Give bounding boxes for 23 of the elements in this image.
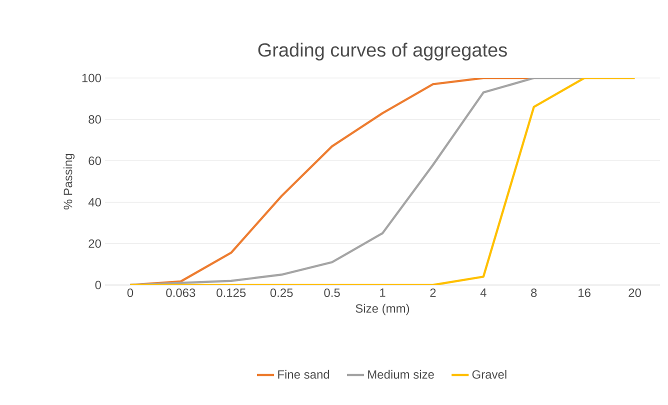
x-tick-label: 0.25: [270, 288, 293, 298]
legend-label: Medium size: [368, 370, 434, 379]
legend-label: Fine sand: [278, 370, 330, 379]
y-tick-label: 0: [95, 280, 102, 290]
y-tick-label: 20: [88, 239, 102, 248]
chart-title: Grading curves of aggregates: [258, 42, 507, 60]
y-tick-label: 100: [82, 74, 102, 82]
x-tick-label: 2: [430, 288, 436, 297]
y-axis-title: % Passing: [63, 154, 75, 210]
x-tick-label: 4: [480, 288, 486, 297]
y-tick-label: 80: [88, 115, 102, 124]
legend-label: Gravel: [472, 370, 506, 379]
x-tick-label: 0.063: [166, 288, 196, 298]
x-tick-label: 8: [531, 288, 537, 298]
x-tick-label: 0.125: [216, 288, 246, 298]
x-tick-label: 16: [578, 288, 590, 298]
y-tick-label: 40: [88, 198, 102, 206]
x-tick-label: 0: [127, 288, 134, 298]
x-tick-label: 1: [380, 288, 386, 297]
x-tick-label: 20: [628, 288, 641, 298]
x-axis-title: Size (mm): [356, 304, 410, 316]
y-tick-label: 60: [88, 156, 102, 166]
x-tick-label: 0.5: [324, 288, 340, 298]
